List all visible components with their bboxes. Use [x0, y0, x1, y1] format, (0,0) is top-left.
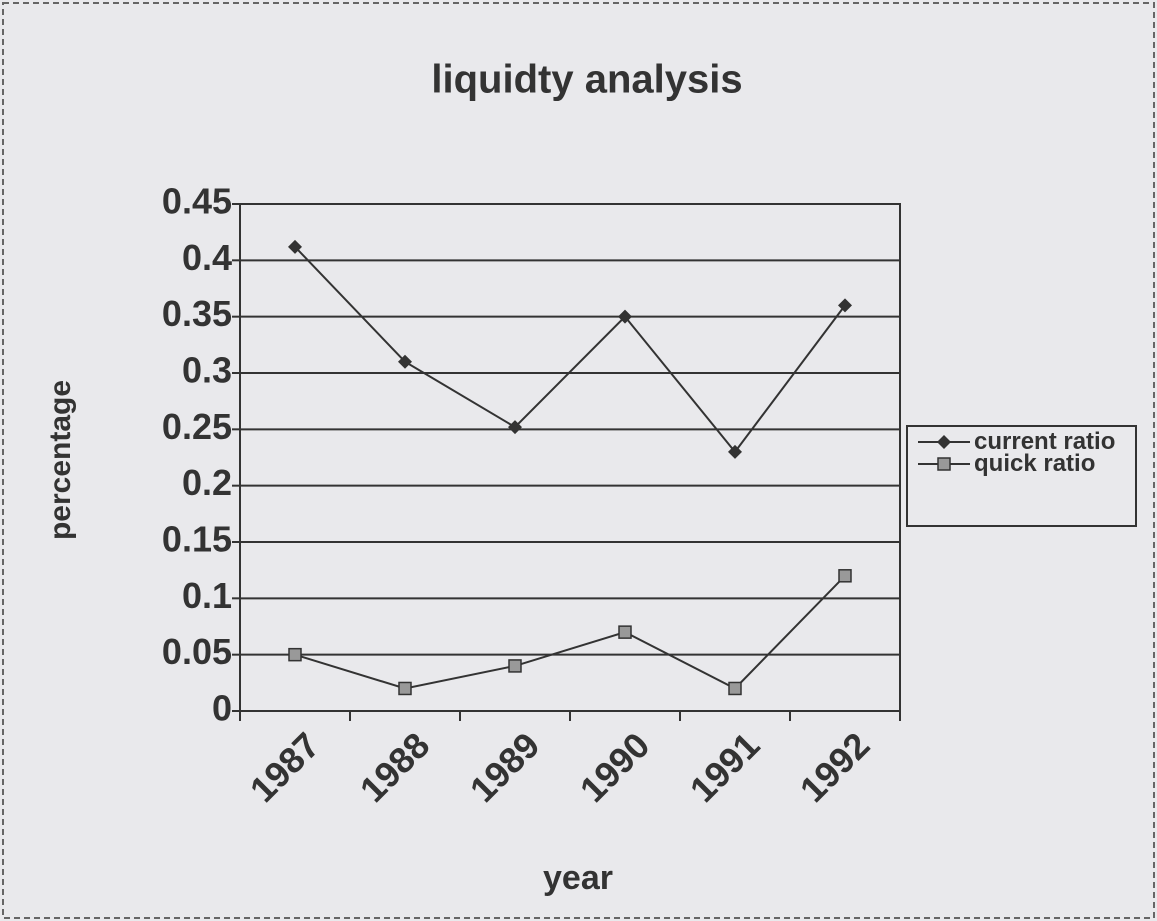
y-tick-label: 0.3 — [182, 350, 232, 391]
x-axis-label: year — [543, 859, 613, 897]
marker — [618, 309, 632, 324]
x-tick-label: 1987 — [242, 724, 328, 810]
y-tick-label: 0.15 — [162, 519, 232, 560]
legend-symbol — [918, 457, 970, 471]
y-axis-label: percentage — [44, 380, 77, 540]
chart-title: liquidty analysis — [431, 58, 742, 102]
marker — [838, 569, 852, 583]
y-tick-label: 0.2 — [182, 462, 232, 503]
marker — [937, 457, 951, 471]
legend-entry: quick ratio — [914, 450, 1135, 477]
marker — [728, 444, 742, 459]
marker — [288, 647, 302, 662]
legend-label: current ratio — [974, 428, 1116, 455]
series-line — [294, 246, 846, 454]
marker — [838, 298, 852, 313]
marker — [728, 681, 742, 696]
y-tick-label: 0.35 — [162, 293, 232, 334]
x-tick-label: 1990 — [572, 724, 658, 810]
y-tick-label: 0.45 — [162, 181, 232, 222]
x-tick-label: 1992 — [792, 724, 878, 810]
y-tick-label: 0.25 — [162, 406, 232, 447]
x-tick-label: 1991 — [682, 724, 768, 810]
marker — [508, 420, 522, 435]
marker — [508, 659, 522, 673]
marker — [618, 625, 632, 639]
series-line — [294, 575, 846, 690]
y-tick-label: 0.05 — [162, 631, 232, 672]
x-tick-label: 1988 — [352, 724, 438, 810]
y-tick-label: 0.4 — [182, 237, 232, 278]
marker — [937, 435, 951, 449]
marker — [288, 239, 302, 254]
legend-label: quick ratio — [974, 450, 1096, 477]
y-tick-label: 0 — [212, 688, 232, 729]
x-tick-label: 1989 — [462, 724, 548, 810]
plot-frame — [239, 203, 901, 712]
marker — [398, 354, 412, 369]
legend-symbol — [918, 435, 970, 449]
y-tick-label: 0.1 — [182, 575, 232, 616]
marker — [398, 681, 412, 696]
legend-entry: current ratio — [914, 428, 1135, 455]
legend: current ratio quick ratio — [906, 425, 1137, 527]
